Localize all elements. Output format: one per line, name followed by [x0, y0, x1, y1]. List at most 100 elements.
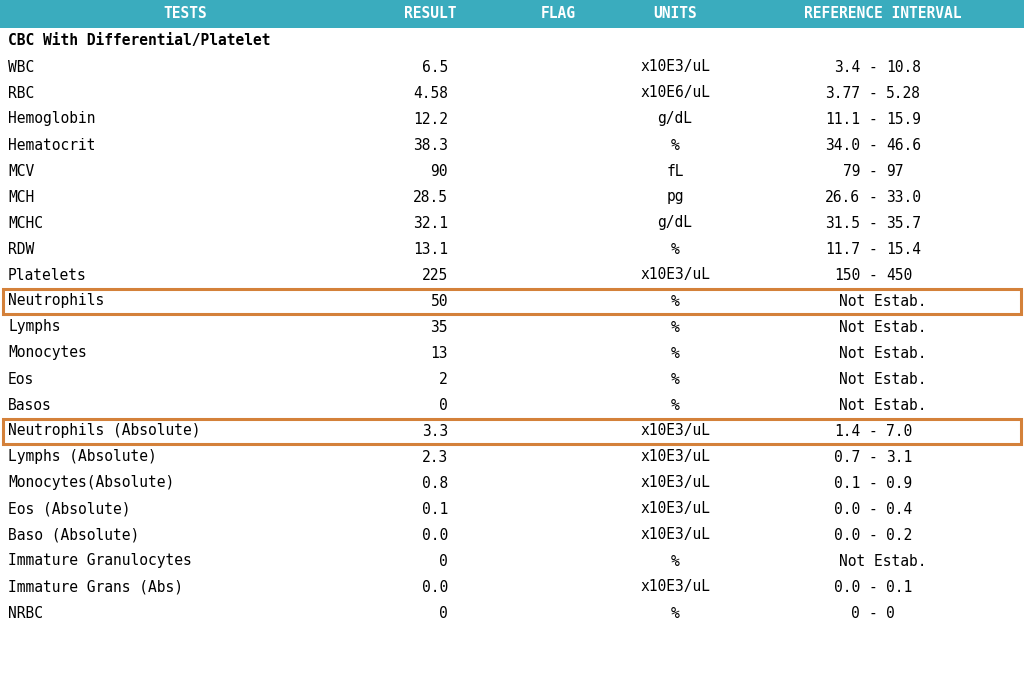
Text: 0.1: 0.1 — [834, 475, 860, 491]
Text: Basos: Basos — [8, 398, 52, 412]
Text: 6.5: 6.5 — [422, 59, 449, 74]
Bar — [3, 288, 1021, 313]
Text: 2: 2 — [439, 371, 449, 387]
Text: NRBC: NRBC — [8, 605, 43, 620]
Text: 26.6: 26.6 — [825, 190, 860, 205]
Text: %: % — [671, 319, 679, 335]
Text: TESTS: TESTS — [163, 7, 207, 22]
Text: MCV: MCV — [8, 163, 34, 178]
Text: x10E3/uL: x10E3/uL — [640, 450, 710, 464]
Text: MCHC: MCHC — [8, 215, 43, 230]
Text: -: - — [868, 527, 878, 543]
Text: Not Estab.: Not Estab. — [840, 554, 927, 568]
Text: Not Estab.: Not Estab. — [840, 371, 927, 387]
Text: 150: 150 — [834, 267, 860, 283]
Text: 3.4: 3.4 — [834, 59, 860, 74]
Text: 28.5: 28.5 — [413, 190, 449, 205]
Text: -: - — [868, 605, 878, 620]
Text: FLAG: FLAG — [541, 7, 575, 22]
Text: 4.58: 4.58 — [413, 86, 449, 101]
Text: Immature Grans (Abs): Immature Grans (Abs) — [8, 580, 183, 595]
Text: 33.0: 33.0 — [886, 190, 921, 205]
Text: x10E3/uL: x10E3/uL — [640, 502, 710, 516]
Text: x10E6/uL: x10E6/uL — [640, 86, 710, 101]
Text: -: - — [868, 267, 878, 283]
Bar — [0, 0, 1024, 28]
Text: 0: 0 — [886, 605, 895, 620]
Text: 3.1: 3.1 — [886, 450, 912, 464]
Text: 38.3: 38.3 — [413, 138, 449, 153]
Text: Monocytes: Monocytes — [8, 346, 87, 360]
Text: 46.6: 46.6 — [886, 138, 921, 153]
Text: -: - — [868, 502, 878, 516]
Text: CBC With Differential/Platelet: CBC With Differential/Platelet — [8, 34, 270, 49]
Text: 7.0: 7.0 — [886, 423, 912, 439]
Text: Monocytes(Absolute): Monocytes(Absolute) — [8, 475, 174, 491]
Text: Not Estab.: Not Estab. — [840, 398, 927, 412]
Text: 0.0: 0.0 — [422, 580, 449, 595]
Text: 31.5: 31.5 — [825, 215, 860, 230]
Text: x10E3/uL: x10E3/uL — [640, 423, 710, 439]
Text: 3.3: 3.3 — [422, 423, 449, 439]
Text: 15.9: 15.9 — [886, 111, 921, 126]
Text: -: - — [868, 86, 878, 101]
Text: 0.2: 0.2 — [886, 527, 912, 543]
Bar — [3, 418, 1021, 443]
Text: fL: fL — [667, 163, 684, 178]
Text: %: % — [671, 242, 679, 256]
Text: %: % — [671, 371, 679, 387]
Text: MCH: MCH — [8, 190, 34, 205]
Text: Not Estab.: Not Estab. — [840, 294, 927, 308]
Text: 2.3: 2.3 — [422, 450, 449, 464]
Text: 0: 0 — [439, 605, 449, 620]
Text: UNITS: UNITS — [653, 7, 697, 22]
Text: 34.0: 34.0 — [825, 138, 860, 153]
Text: WBC: WBC — [8, 59, 34, 74]
Text: 32.1: 32.1 — [413, 215, 449, 230]
Text: 50: 50 — [430, 294, 449, 308]
Text: Lymphs (Absolute): Lymphs (Absolute) — [8, 450, 157, 464]
Text: %: % — [671, 605, 679, 620]
Text: Eos: Eos — [8, 371, 34, 387]
Text: REFERENCE INTERVAL: REFERENCE INTERVAL — [804, 7, 962, 22]
Text: -: - — [868, 163, 878, 178]
Text: -: - — [868, 242, 878, 256]
Text: 0.8: 0.8 — [422, 475, 449, 491]
Text: 0.0: 0.0 — [422, 527, 449, 543]
Text: Neutrophils: Neutrophils — [8, 294, 104, 308]
Text: 10.8: 10.8 — [886, 59, 921, 74]
Text: 0: 0 — [851, 605, 860, 620]
Text: x10E3/uL: x10E3/uL — [640, 527, 710, 543]
Text: -: - — [868, 215, 878, 230]
Text: -: - — [868, 450, 878, 464]
Text: 97: 97 — [886, 163, 903, 178]
Text: 79: 79 — [843, 163, 860, 178]
Text: 3.77: 3.77 — [825, 86, 860, 101]
Text: 11.7: 11.7 — [825, 242, 860, 256]
Text: x10E3/uL: x10E3/uL — [640, 475, 710, 491]
Text: 0.9: 0.9 — [886, 475, 912, 491]
Text: Not Estab.: Not Estab. — [840, 319, 927, 335]
Text: 15.4: 15.4 — [886, 242, 921, 256]
Text: RBC: RBC — [8, 86, 34, 101]
Text: 0.4: 0.4 — [886, 502, 912, 516]
Text: 90: 90 — [430, 163, 449, 178]
Text: x10E3/uL: x10E3/uL — [640, 267, 710, 283]
Text: Immature Granulocytes: Immature Granulocytes — [8, 554, 191, 568]
Text: -: - — [868, 580, 878, 595]
Text: Baso (Absolute): Baso (Absolute) — [8, 527, 139, 543]
Text: %: % — [671, 346, 679, 360]
Text: 0: 0 — [439, 398, 449, 412]
Text: -: - — [868, 190, 878, 205]
Text: %: % — [671, 554, 679, 568]
Text: %: % — [671, 138, 679, 153]
Text: 0.0: 0.0 — [834, 502, 860, 516]
Text: pg: pg — [667, 190, 684, 205]
Text: Lymphs: Lymphs — [8, 319, 60, 335]
Text: %: % — [671, 294, 679, 308]
Text: 225: 225 — [422, 267, 449, 283]
Text: Hemoglobin: Hemoglobin — [8, 111, 95, 126]
Text: Not Estab.: Not Estab. — [840, 346, 927, 360]
Text: 1.4: 1.4 — [834, 423, 860, 439]
Text: -: - — [868, 111, 878, 126]
